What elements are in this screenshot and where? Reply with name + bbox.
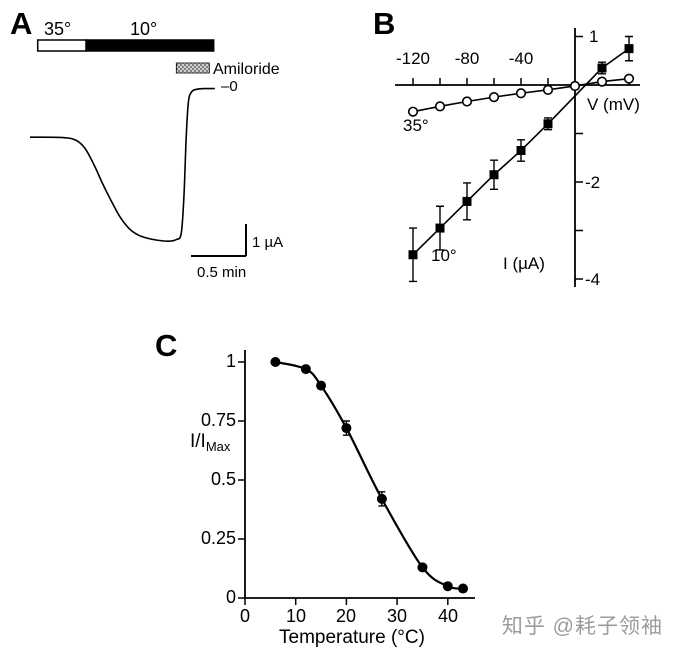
marker-open-circle — [434, 101, 446, 112]
marker-open-circle — [515, 88, 527, 99]
amiloride-bar — [175, 62, 210, 74]
y-axis-label: I (µA) — [503, 254, 545, 273]
x-tick-label: -80 — [455, 49, 480, 68]
axes — [244, 350, 475, 599]
panel-a-current-trace-chart: 35° 10° Amiloride –0 1 µA 0.5 min — [29, 19, 283, 281]
temp-35-label: 35° — [44, 19, 71, 39]
marker-filled-square — [624, 44, 634, 54]
y-axis-label-main: I/I — [190, 431, 206, 452]
marker-open-circle — [623, 73, 635, 84]
marker-open-circle — [407, 106, 419, 117]
marker-filled-square — [408, 250, 418, 260]
y-tick-label: 0.25 — [201, 528, 236, 548]
marker-filled-circle — [270, 357, 281, 367]
panel-a-label: A — [10, 6, 33, 41]
scale-bars — [191, 224, 247, 257]
marker-open-circle — [596, 76, 608, 87]
marker-filled-square — [516, 145, 526, 155]
series-35-label: 35° — [403, 116, 429, 135]
x-tick-label: -120 — [396, 49, 430, 68]
fit-curve — [275, 360, 464, 590]
temperature-bar — [85, 39, 215, 52]
marker-filled-circle — [341, 423, 352, 434]
panel-c-label: C — [155, 328, 178, 363]
marker-filled-circle — [442, 581, 453, 592]
marker-filled-square — [597, 63, 607, 73]
marker-filled-square — [462, 196, 472, 206]
y-axis-label: I/IMax — [190, 431, 231, 454]
marker-filled-circle — [316, 380, 327, 391]
zero-current-label: –0 — [221, 78, 238, 95]
panel-b-geometry — [395, 28, 640, 287]
panel-c-temperature-chart: 1 0.75 0.5 0.25 0 0 10 20 30 40 I/IMax T… — [190, 350, 475, 648]
x-tick-label: 0 — [240, 606, 250, 626]
marker-filled-circle — [417, 562, 428, 573]
marker-filled-square — [435, 223, 445, 233]
x-tick-label: 20 — [336, 606, 356, 626]
series-10-label: 10° — [431, 246, 457, 265]
marker-filled-circle — [376, 493, 387, 504]
x-tick-label: 30 — [387, 606, 407, 626]
y-tick-label: -2 — [585, 173, 600, 192]
x-tick-label: -40 — [509, 49, 534, 68]
marker-open-circle — [542, 84, 554, 95]
panel-a-geometry — [29, 39, 247, 257]
y-tick-label: -4 — [585, 270, 600, 289]
x-axis-label: V (mV) — [587, 95, 640, 114]
panel-c-geometry — [238, 350, 475, 605]
scalebar-horizontal-label: 0.5 min — [197, 264, 246, 281]
temp-10-label: 10° — [130, 19, 157, 39]
marker-open-circle — [461, 96, 473, 107]
marker-open-circle — [569, 80, 581, 92]
x-tick-label: 40 — [438, 606, 458, 626]
marker-filled-circle — [458, 583, 469, 594]
x-tick-label: 10 — [286, 606, 306, 626]
scalebar-vertical-label: 1 µA — [252, 234, 283, 251]
temperature-bar — [36, 39, 87, 52]
panel-b-label: B — [373, 6, 396, 41]
y-tick-label: 0 — [226, 587, 236, 607]
panel-b-iv-chart: -120 -80 -40 1 -2 -4 V (mV) I (µA) 35° 1… — [395, 27, 640, 289]
marker-filled-square — [489, 170, 499, 180]
watermark: 知乎 @耗子领袖 — [502, 610, 663, 640]
y-tick-label: 1 — [226, 351, 236, 371]
y-axis-label-sub: Max — [206, 439, 231, 454]
marker-open-circle — [488, 92, 500, 103]
y-tick-label: 0.5 — [211, 469, 236, 489]
y-tick-label: 1 — [589, 27, 598, 46]
x-axis-label: Temperature (°C) — [279, 627, 425, 648]
amiloride-label: Amiloride — [213, 61, 280, 78]
marker-filled-square — [543, 119, 553, 129]
y-tick-label: 0.75 — [201, 410, 236, 430]
watermark-text: 知乎 @耗子领袖 — [501, 615, 663, 638]
current-trace — [29, 87, 215, 243]
marker-filled-circle — [300, 364, 311, 375]
